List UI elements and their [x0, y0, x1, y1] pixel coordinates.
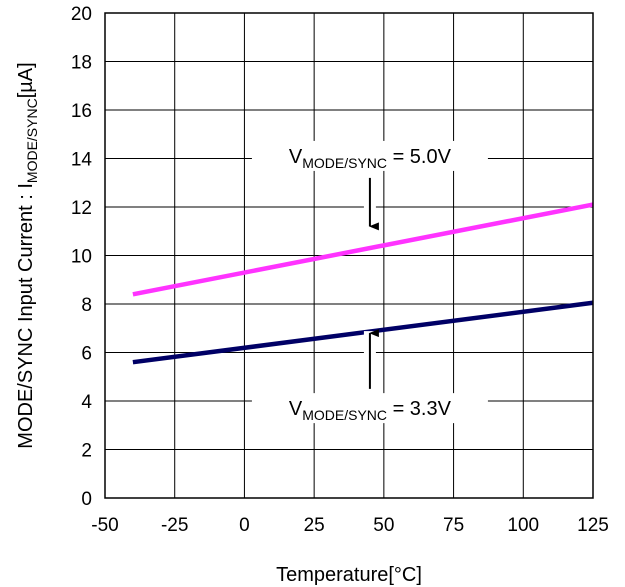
annotation-sub-1: MODE/SYNC	[302, 407, 387, 423]
y-tick-label-4: 8	[81, 295, 92, 316]
y-tick-label-3: 6	[81, 344, 92, 365]
y-axis-label-prefix: MODE/SYNC Input Current : I	[15, 183, 37, 449]
x-tick-label-4: 50	[373, 515, 394, 536]
y-tick-label-10: 20	[71, 4, 92, 25]
plot-frame	[104, 12, 594, 499]
x-tick-label-1: -25	[161, 515, 188, 536]
x-tick-label-2: 0	[239, 515, 250, 536]
annotation-bg-0	[251, 140, 488, 171]
x-tick-label-7: 125	[577, 515, 609, 536]
annotation-bg-1	[251, 393, 488, 424]
y-axis-label-subscript: MODE/SYNC	[24, 98, 40, 183]
tick-labels: -50 -25 0 25 50 75 100 125 0 2 4 6 8 10 12 14 16 18 20	[71, 4, 609, 536]
annotation-rest-0: = 5.0V	[387, 146, 452, 168]
annotation-label-0: VMODE/SYNC = 5.0V	[289, 146, 452, 171]
series-layer	[132, 202, 594, 365]
series-line-1	[132, 300, 594, 365]
y-tick-label-0: 0	[81, 489, 92, 510]
y-axis-label-suffix: [µA]	[15, 62, 37, 98]
annotation-main-1: V	[289, 398, 303, 420]
annotation-main-0: V	[289, 146, 303, 168]
y-tick-label-5: 10	[71, 247, 92, 268]
annotation-rest-1: = 3.3V	[387, 398, 452, 420]
annotation-label-1: VMODE/SYNC = 3.3V	[289, 398, 452, 423]
x-tick-label-0: -50	[91, 515, 118, 536]
annotation-sub-0: MODE/SYNC	[302, 155, 387, 171]
x-axis-label: Temperature[°C]	[276, 564, 422, 586]
x-tick-label-3: 25	[304, 515, 325, 536]
y-tick-label-9: 18	[71, 53, 92, 74]
x-tick-label-5: 75	[443, 515, 464, 536]
y-tick-label-8: 16	[71, 101, 92, 122]
annotation-1: VMODE/SYNC = 3.3V	[251, 329, 488, 424]
grid	[104, 12, 594, 499]
y-axis-label: MODE/SYNC Input Current : IMODE/SYNC[µA]	[15, 62, 40, 448]
y-tick-label-7: 14	[71, 150, 93, 171]
x-tick-label-6: 100	[507, 515, 539, 536]
annotation-0: VMODE/SYNC = 5.0V	[251, 140, 488, 231]
series-line-0	[132, 202, 594, 297]
y-tick-label-2: 4	[81, 392, 92, 413]
y-tick-label-1: 2	[81, 441, 92, 462]
y-tick-label-6: 12	[71, 198, 92, 219]
